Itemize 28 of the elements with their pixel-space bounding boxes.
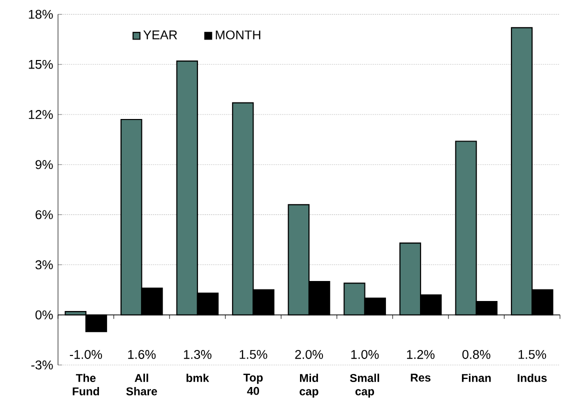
data-label: 2.0% xyxy=(295,350,323,359)
x-tick-label: Small cap xyxy=(350,374,380,398)
x-tick-label: bmk xyxy=(186,374,210,382)
data-label: 1.5% xyxy=(240,350,268,359)
y-tick-label: 6% xyxy=(36,210,53,220)
data-label: 1.6% xyxy=(128,350,156,359)
data-label: 1.5% xyxy=(518,350,546,359)
legend-label: MONTH xyxy=(216,30,260,40)
x-tick-label: The Fund xyxy=(72,374,99,396)
data-label: 1.3% xyxy=(184,350,212,359)
y-tick-label: 18% xyxy=(28,10,53,19)
y-tick-label: 12% xyxy=(28,110,53,119)
x-tick-label: Top 40 xyxy=(243,374,263,395)
data-label: 1.0% xyxy=(351,350,379,359)
y-tick-label: -3% xyxy=(31,360,53,370)
y-tick-label: 9% xyxy=(36,160,53,170)
x-tick-label: Indus xyxy=(518,374,547,382)
x-tick-label: All Share xyxy=(126,374,158,396)
data-label: 1.2% xyxy=(407,350,435,359)
data-label: 0.8% xyxy=(462,350,490,359)
y-tick-label: 15% xyxy=(28,60,53,69)
data-label: -1.0% xyxy=(70,350,102,359)
y-tick-label: 3% xyxy=(35,260,53,270)
x-tick-label: Res xyxy=(410,374,430,382)
legend-label: YEAR xyxy=(143,30,178,40)
x-tick-label: Mid cap xyxy=(300,374,318,398)
x-tick-label: Finan xyxy=(462,374,491,382)
y-tick-label: 0% xyxy=(35,310,53,320)
